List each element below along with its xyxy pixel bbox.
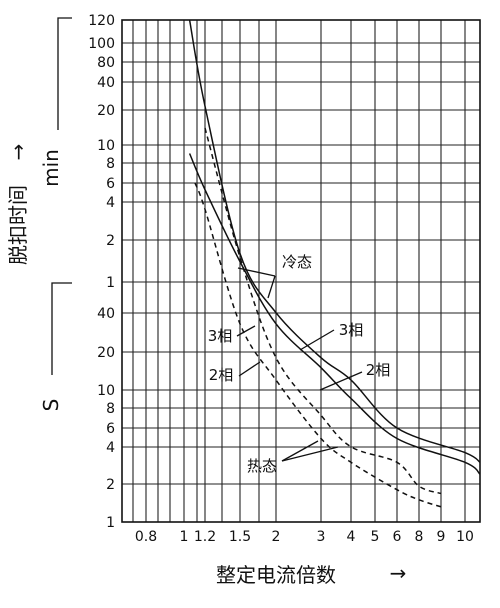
x-tick-label: 10 <box>456 529 474 545</box>
leader-3phase-cold <box>299 329 335 351</box>
y-axis-arrow: → <box>6 144 30 161</box>
y-tick-label-min: 100 <box>88 36 115 52</box>
x-tick-label: 1.2 <box>194 529 216 545</box>
annot-2phase-cold: 2相 <box>366 361 391 379</box>
annot-3phase-cold: 3相 <box>339 321 364 339</box>
y-unit-s: S <box>39 399 63 412</box>
y-tick-label-s: 10 <box>97 383 115 399</box>
y-tick-label-min: 2 <box>106 233 115 249</box>
s-bracket <box>51 282 72 375</box>
y-tick-label-s: 40 <box>97 306 115 322</box>
y-tick-label-s: 1 <box>106 515 115 531</box>
leader-cold-a <box>237 267 276 277</box>
x-tick-label: 3 <box>317 529 326 545</box>
leader-3phase-hot <box>236 325 256 337</box>
y-tick-label-s: 20 <box>97 345 115 361</box>
leader-2phase-cold <box>319 371 363 391</box>
x-tick-label: 4 <box>347 529 356 545</box>
leader-hot-a <box>281 440 319 462</box>
y-unit-min: min <box>39 149 63 187</box>
y-tick-label-min: 120 <box>88 13 115 29</box>
leader-hot-b <box>281 446 339 462</box>
x-tick-label: 5 <box>371 529 380 545</box>
leader-cold-b <box>267 275 276 299</box>
y-tick-label-min: 10 <box>97 138 115 154</box>
y-tick-label-s: 4 <box>106 440 115 456</box>
y-tick-label-min: 4 <box>106 195 115 211</box>
curve-2phase-hot <box>194 182 442 508</box>
y-axis-title: 脱扣时间 <box>6 185 30 265</box>
y-tick-label-s: 2 <box>106 477 115 493</box>
y-tick-label-min: 8 <box>106 156 115 172</box>
x-tick-label: 1 <box>180 529 189 545</box>
x-axis-arrow: → <box>390 561 407 585</box>
min-bracket <box>57 17 72 130</box>
frame-rect <box>121 19 481 523</box>
y-tick-label-min: 20 <box>97 103 115 119</box>
x-axis-title: 整定电流倍数 <box>216 563 336 587</box>
curves <box>188 19 481 508</box>
curve-3phase-hot <box>204 127 442 495</box>
x-tick-labels: 0.8 1 1.2 1.5 2 3 4 5 6 8 9 10 <box>135 529 474 545</box>
annot-cold: 冷态 <box>282 253 312 271</box>
curve-2phase-cold <box>188 153 481 475</box>
y-tick-label-s: 6 <box>106 421 115 437</box>
x-tick-label: 1.5 <box>229 529 251 545</box>
x-tick-label: 0.8 <box>135 529 157 545</box>
annot-3phase-hot: 3相 <box>208 327 233 345</box>
x-tick-label: 8 <box>415 529 424 545</box>
y-tick-label-min: 6 <box>106 176 115 192</box>
y-tick-labels: 120 100 80 40 20 10 8 6 4 2 1 40 20 10 8 6 4 2 1 <box>88 13 115 531</box>
x-tick-label: 2 <box>272 529 281 545</box>
x-tick-label: 6 <box>393 529 402 545</box>
y-tick-label-min: 40 <box>97 75 115 91</box>
curve-3phase-cold <box>188 19 481 463</box>
x-tick-label: 9 <box>437 529 446 545</box>
plot-frame <box>121 19 481 523</box>
annot-hot: 热态 <box>247 457 277 475</box>
y-tick-label-s: 8 <box>106 401 115 417</box>
annotation-leaders <box>236 267 363 462</box>
y-tick-label-min: 1 <box>106 275 115 291</box>
grid <box>122 20 480 522</box>
annot-2phase-hot: 2相 <box>209 366 234 384</box>
leader-2phase-hot <box>238 361 261 377</box>
y-tick-label-min: 80 <box>97 55 115 71</box>
